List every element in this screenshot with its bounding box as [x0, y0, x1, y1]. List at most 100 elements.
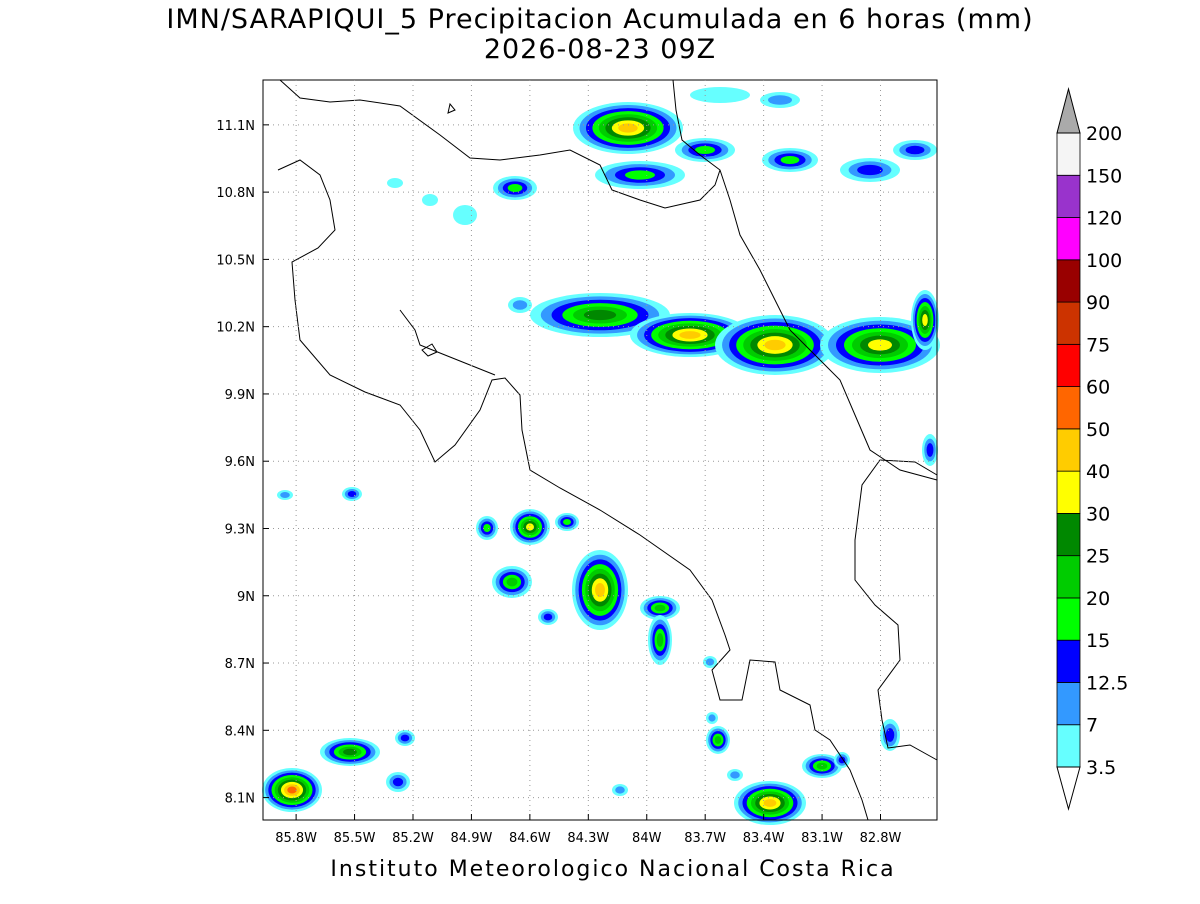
precip-cell	[287, 786, 297, 794]
y-tick-label: 9.9N	[225, 388, 255, 403]
precipitation-field	[262, 87, 940, 825]
precip-cell	[654, 604, 666, 612]
colorbar-label: 3.5	[1086, 757, 1116, 779]
y-tick-label: 10.2N	[216, 321, 255, 336]
colorbar-label: 100	[1086, 250, 1122, 272]
precip-cell	[512, 300, 528, 310]
x-tick-label: 84.6W	[509, 831, 551, 846]
colorbar-bin	[1056, 555, 1081, 599]
precip-cell	[422, 194, 438, 206]
island	[421, 343, 438, 357]
colorbar-bin	[1056, 174, 1081, 218]
colorbar-bin	[1056, 470, 1081, 514]
colorbar-label: 25	[1086, 546, 1110, 568]
y-tick-label: 9.6N	[225, 455, 255, 470]
coastlines	[277, 79, 938, 821]
precip-cell	[618, 123, 638, 133]
coastline	[279, 79, 721, 209]
footer: Instituto Meteorologico Nacional Costa R…	[330, 857, 895, 882]
precip-cell	[483, 524, 491, 532]
colorbar-label: 200	[1086, 123, 1122, 145]
precip-cell	[857, 164, 883, 176]
precip-cell	[400, 734, 410, 742]
y-tick-label: 8.1N	[225, 792, 255, 807]
precip-cell	[905, 145, 925, 155]
precip-cell	[526, 523, 534, 531]
colorbar-bin	[1056, 639, 1081, 683]
precip-cell	[708, 714, 716, 722]
colorbar-bin	[1056, 343, 1081, 388]
colorbar-bin	[1056, 597, 1081, 641]
precip-cell	[922, 314, 928, 326]
map-frame	[262, 79, 938, 821]
colorbar-under	[1056, 766, 1081, 811]
colorbar-bin	[1056, 386, 1081, 430]
precip-cell	[563, 519, 571, 525]
precip-cell	[543, 613, 553, 621]
colorbar-bin	[1056, 259, 1081, 303]
subtitle: 2026-08-23 09Z	[484, 34, 716, 65]
colorbar-label: 90	[1086, 292, 1110, 314]
precip-cell	[343, 748, 357, 756]
y-tick-label: 10.5N	[216, 253, 255, 268]
precip-cell	[780, 156, 800, 164]
y-tick-label: 8.7N	[225, 657, 255, 672]
precip-cell	[679, 331, 701, 339]
colorbar-label: 15	[1086, 630, 1110, 652]
x-tick-label: 85.2W	[392, 831, 434, 846]
coastline	[854, 459, 938, 761]
precip-cell	[730, 771, 740, 779]
precip-cell	[763, 799, 777, 807]
x-tick-label: 82.8W	[860, 831, 902, 846]
precip-cell	[506, 577, 518, 587]
title: IMN/SARAPIQUI_5 Precipitacion Acumulada …	[166, 4, 1033, 35]
colorbar-label: 50	[1086, 419, 1110, 441]
y-tick-label: 9N	[237, 590, 255, 605]
island	[447, 102, 456, 114]
precip-cell	[625, 170, 655, 180]
colorbar-label: 20	[1086, 588, 1110, 610]
precip-cell	[926, 443, 934, 457]
precip-cell	[764, 339, 786, 351]
x-tick-label: 84W	[632, 831, 662, 846]
precip-cell	[280, 492, 290, 498]
colorbar-label: 7	[1086, 715, 1098, 737]
precip-cell	[507, 184, 523, 192]
x-tick-label: 84.3W	[567, 831, 609, 846]
coastline	[277, 159, 869, 821]
x-tick-label: 83.7W	[684, 831, 726, 846]
colorbar-bin	[1056, 301, 1081, 345]
colorbar-bin	[1056, 217, 1081, 261]
y-tick-label: 9.3N	[225, 522, 255, 537]
x-tick-label: 85.5W	[334, 831, 376, 846]
colorbar-label: 40	[1086, 461, 1110, 483]
colorbar-bin	[1056, 428, 1081, 472]
x-tick-label: 84.9W	[451, 831, 493, 846]
colorbar-label: 75	[1086, 334, 1110, 356]
precip-cell	[656, 633, 664, 647]
colorbar-label: 150	[1086, 165, 1122, 187]
precip-cell	[690, 87, 750, 103]
y-tick-label: 11.1N	[216, 119, 255, 134]
precip-cell	[838, 756, 846, 764]
precip-cell	[714, 736, 722, 744]
precip-cell	[705, 658, 715, 666]
colorbar-label: 12.5	[1086, 672, 1128, 694]
precip-cell	[392, 777, 404, 787]
precip-cell	[615, 786, 625, 794]
y-tick-label: 8.4N	[225, 724, 255, 739]
precip-cell	[595, 582, 605, 598]
colorbar-label: 120	[1086, 208, 1122, 230]
colorbar-bin	[1056, 513, 1081, 557]
colorbar-label: 60	[1086, 377, 1110, 399]
y-tick-label: 10.8N	[216, 186, 255, 201]
colorbar-bin	[1056, 132, 1081, 176]
precip-cell	[768, 95, 792, 105]
border	[672, 79, 938, 481]
precip-cell	[347, 491, 357, 497]
precip-cell	[885, 728, 895, 742]
colorbar-over	[1056, 87, 1081, 134]
precip-cell	[868, 339, 892, 351]
x-tick-label: 85.8W	[275, 831, 317, 846]
